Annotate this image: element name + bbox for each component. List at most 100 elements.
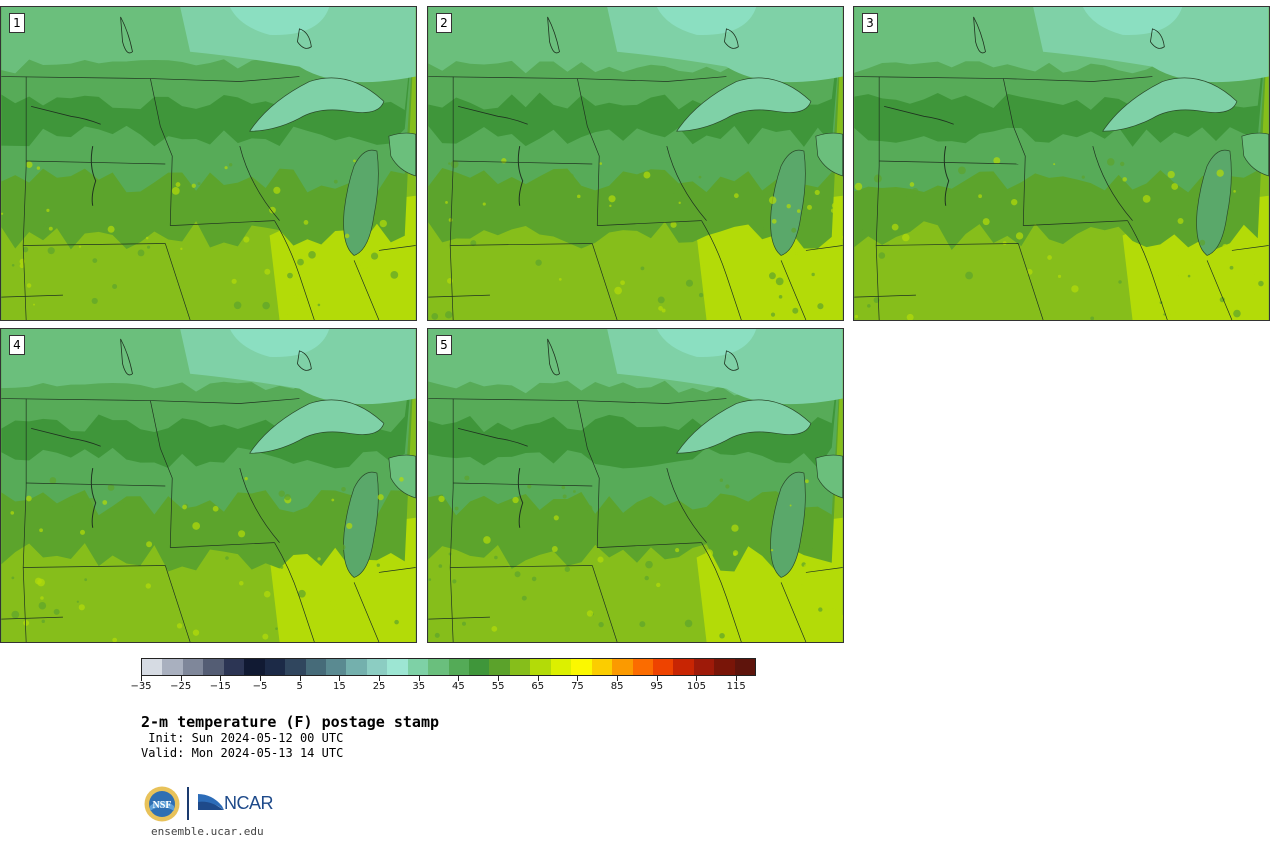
temperature-speckle	[33, 303, 36, 306]
temperature-speckle	[1258, 280, 1264, 287]
temperature-speckle	[448, 162, 451, 165]
panel-label-3: 3	[862, 13, 878, 33]
colorbar-swatch	[244, 659, 265, 675]
temperature-speckle	[1057, 274, 1062, 278]
temperature-speckle	[317, 303, 321, 307]
temperature-speckle	[146, 245, 151, 249]
lake-michigan	[770, 471, 806, 578]
lake-michigan	[343, 149, 379, 256]
state-border	[577, 400, 600, 548]
temperature-speckle	[825, 521, 831, 526]
temperature-speckle	[562, 494, 567, 499]
temperature-speckle	[770, 312, 776, 317]
temperature-speckle	[818, 607, 823, 612]
state-border	[239, 468, 280, 543]
temperature-speckle	[1080, 207, 1084, 211]
temperature-speckle	[329, 544, 335, 550]
temperature-speckle	[117, 229, 121, 233]
temperature-speckle	[243, 236, 250, 243]
temperature-speckle	[1187, 274, 1191, 278]
colorbar-tick	[220, 676, 222, 681]
temperature-map-1	[1, 7, 416, 320]
temperature-speckle	[1107, 158, 1115, 166]
temperature-speckle	[1118, 280, 1122, 284]
state-border	[428, 398, 727, 404]
temperature-speckle	[228, 163, 233, 167]
temperature-speckle	[262, 633, 269, 640]
temperature-speckle	[102, 189, 109, 196]
state-border	[577, 78, 600, 226]
colorbar-swatch	[591, 659, 613, 675]
temperature-speckle	[1229, 265, 1234, 270]
state-border	[666, 146, 707, 221]
temperature-speckle	[120, 502, 124, 505]
temperature-speckle	[11, 610, 20, 619]
temperature-speckle	[705, 549, 714, 558]
temperature-speckle	[464, 475, 470, 481]
temperature-speckle	[644, 575, 649, 581]
temperature-speckle	[91, 297, 98, 305]
temperature-speckle	[551, 546, 558, 552]
temperature-speckle	[40, 596, 44, 600]
state-border	[854, 76, 1153, 82]
temperature-speckle	[78, 604, 85, 611]
river	[90, 468, 97, 528]
temperature-speckle	[814, 189, 820, 195]
nsf-logo-icon: NSF	[144, 786, 180, 822]
temperature-speckle	[224, 166, 228, 170]
temperature-speckle	[902, 233, 910, 242]
temperature-speckle	[494, 555, 498, 560]
temperature-speckle	[768, 272, 776, 280]
temperature-speckle	[792, 307, 799, 314]
temperature-speckle	[454, 506, 459, 511]
temperature-speckle	[145, 583, 151, 589]
temperature-speckle	[521, 595, 527, 601]
temperature-speckle	[450, 160, 459, 169]
temperature-speckle	[857, 224, 864, 231]
lake-outline	[973, 16, 986, 54]
temperature-speckle	[775, 277, 784, 286]
temperature-speckle	[1, 212, 4, 215]
temperature-speckle	[452, 579, 457, 584]
state-border	[597, 542, 702, 548]
colorbar-swatch	[714, 659, 735, 675]
colorbar-tick	[577, 676, 579, 681]
state-border	[1003, 78, 1026, 226]
temperature-speckle	[906, 313, 914, 320]
temperature-speckle	[1074, 206, 1081, 213]
colorbar-tick-label: −5	[252, 681, 268, 692]
temperature-speckle	[112, 284, 118, 289]
temperature-speckle	[34, 577, 42, 585]
temperature-speckle	[878, 252, 886, 259]
temperature-speckle	[620, 280, 625, 286]
map-panel-4: 4	[0, 328, 417, 643]
temperature-speckle	[48, 226, 53, 231]
temperature-speckle	[39, 528, 43, 533]
temperature-speckle	[374, 594, 380, 599]
river	[884, 105, 954, 125]
state-border	[378, 567, 416, 573]
temperature-speckle	[678, 201, 681, 205]
temperature-speckle	[1142, 194, 1151, 203]
temperature-speckle	[698, 292, 704, 298]
temperature-speckle	[731, 524, 739, 532]
temperature-speckle	[675, 548, 680, 553]
temperature-speckle	[353, 159, 356, 163]
temperature-speckle	[146, 541, 153, 548]
temperature-speckle	[672, 190, 676, 194]
temperature-speckle	[84, 578, 88, 582]
lake-outline	[724, 28, 739, 49]
state-border	[170, 542, 275, 548]
temperature-speckle	[233, 301, 242, 310]
colorbar-swatch	[346, 659, 367, 675]
temperature-speckle	[231, 278, 237, 284]
colorbar-swatch	[366, 659, 388, 675]
temperature-speckle	[297, 258, 304, 266]
colorbar-tick-label: 15	[333, 681, 346, 692]
temperature-speckle	[339, 544, 346, 551]
colorbar-swatch	[305, 659, 326, 675]
colorbar-tick	[299, 676, 301, 681]
temperature-speckle	[112, 637, 118, 642]
temperature-speckle	[733, 552, 737, 557]
temperature-speckle	[854, 182, 863, 191]
